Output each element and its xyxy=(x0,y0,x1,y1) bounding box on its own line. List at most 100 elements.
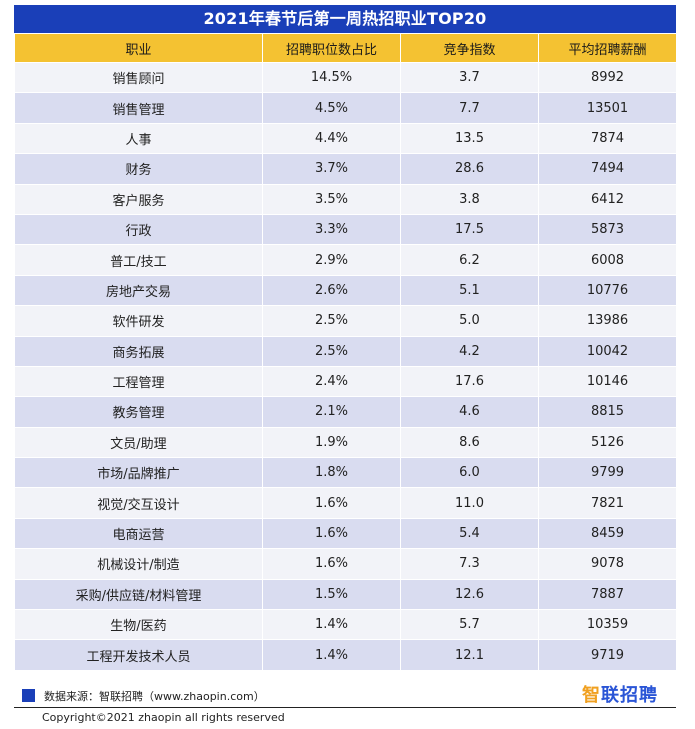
cell-share: 2.6% xyxy=(262,274,401,307)
cell-share: 14.5% xyxy=(262,61,401,94)
cell-competition: 5.1 xyxy=(400,274,539,307)
cell-salary: 5873 xyxy=(538,213,677,246)
header-competition: 竞争指数 xyxy=(400,33,539,63)
cell-salary: 6412 xyxy=(538,183,677,215)
cell-occupation: 文员/助理 xyxy=(14,426,263,459)
table-row: 文员/助理 1.9% 8.6 5126 xyxy=(14,426,677,459)
cell-share: 1.5% xyxy=(262,578,401,611)
cell-occupation: 电商运营 xyxy=(14,517,263,550)
cell-salary: 7887 xyxy=(538,578,677,611)
table-row: 教务管理 2.1% 4.6 8815 xyxy=(14,396,677,428)
cell-share: 1.6% xyxy=(262,487,401,519)
cell-occupation: 软件研发 xyxy=(14,305,263,337)
header-salary: 平均招聘薪酬 xyxy=(538,33,677,63)
cell-competition: 3.8 xyxy=(400,183,539,215)
cell-salary: 8992 xyxy=(538,61,677,94)
cell-salary: 10359 xyxy=(538,609,677,641)
header-share: 招聘职位数占比 xyxy=(262,33,401,63)
cell-occupation: 机械设计/制造 xyxy=(14,548,263,580)
cell-share: 2.5% xyxy=(262,335,401,367)
cell-share: 2.4% xyxy=(262,365,401,398)
cell-share: 2.5% xyxy=(262,305,401,337)
cell-competition: 4.6 xyxy=(400,396,539,428)
header-occupation: 职业 xyxy=(14,33,263,63)
cell-competition: 12.1 xyxy=(400,639,539,671)
table-row: 工程开发技术人员 1.4% 12.1 9719 xyxy=(14,639,677,671)
table-row: 行政 3.3% 17.5 5873 xyxy=(14,213,677,246)
footer-divider xyxy=(14,707,676,708)
logo-text: 联招聘 xyxy=(601,685,658,706)
cell-occupation: 客户服务 xyxy=(14,183,263,215)
cell-competition: 4.2 xyxy=(400,335,539,367)
logo-accent: 智 xyxy=(582,685,601,706)
table-title: 2021年春节后第一周热招职业TOP20 xyxy=(14,5,676,33)
cell-share: 4.5% xyxy=(262,92,401,124)
cell-share: 1.4% xyxy=(262,609,401,641)
cell-competition: 28.6 xyxy=(400,153,539,185)
copyright: Copyright©2021 zhaopin all rights reserv… xyxy=(42,711,285,724)
table-row: 商务拓展 2.5% 4.2 10042 xyxy=(14,335,677,367)
cell-share: 1.6% xyxy=(262,517,401,550)
cell-occupation: 普工/技工 xyxy=(14,244,263,276)
cell-competition: 5.4 xyxy=(400,517,539,550)
table-row: 财务 3.7% 28.6 7494 xyxy=(14,153,677,185)
cell-occupation: 销售管理 xyxy=(14,92,263,124)
cell-share: 3.7% xyxy=(262,153,401,185)
table-row: 普工/技工 2.9% 6.2 6008 xyxy=(14,244,677,276)
cell-salary: 7494 xyxy=(538,153,677,185)
zhaopin-logo: 智联招聘 xyxy=(582,681,658,707)
cell-competition: 17.6 xyxy=(400,365,539,398)
cell-salary: 8815 xyxy=(538,396,677,428)
cell-salary: 6008 xyxy=(538,244,677,276)
cell-occupation: 财务 xyxy=(14,153,263,185)
cell-competition: 5.7 xyxy=(400,609,539,641)
cell-competition: 5.0 xyxy=(400,305,539,337)
cell-occupation: 工程管理 xyxy=(14,365,263,398)
cell-occupation: 市场/品牌推广 xyxy=(14,457,263,489)
table-row: 工程管理 2.4% 17.6 10146 xyxy=(14,365,677,398)
cell-share: 1.4% xyxy=(262,639,401,671)
ranking-table: 职业 招聘职位数占比 竞争指数 平均招聘薪酬 销售顾问 14.5% 3.7 8992 销… xyxy=(14,33,677,671)
ranking-table-panel: 2021年春节后第一周热招职业TOP20 职业 招聘职位数占比 竞争指数 平均招… xyxy=(14,5,677,671)
table-row: 房地产交易 2.6% 5.1 10776 xyxy=(14,274,677,307)
cell-occupation: 视觉/交互设计 xyxy=(14,487,263,519)
cell-salary: 9799 xyxy=(538,457,677,489)
cell-competition: 12.6 xyxy=(400,578,539,611)
table-row: 市场/品牌推广 1.8% 6.0 9799 xyxy=(14,457,677,489)
cell-occupation: 采购/供应链/材料管理 xyxy=(14,578,263,611)
table-row: 销售顾问 14.5% 3.7 8992 xyxy=(14,61,677,94)
table-row: 软件研发 2.5% 5.0 13986 xyxy=(14,305,677,337)
cell-salary: 13986 xyxy=(538,305,677,337)
table-row: 机械设计/制造 1.6% 7.3 9078 xyxy=(14,548,677,580)
table-row: 电商运营 1.6% 5.4 8459 xyxy=(14,517,677,550)
cell-occupation: 人事 xyxy=(14,122,263,155)
cell-competition: 6.0 xyxy=(400,457,539,489)
cell-occupation: 生物/医药 xyxy=(14,609,263,641)
cell-occupation: 房地产交易 xyxy=(14,274,263,307)
cell-competition: 7.3 xyxy=(400,548,539,580)
legend-square-icon xyxy=(22,689,35,702)
cell-share: 1.8% xyxy=(262,457,401,489)
cell-salary: 5126 xyxy=(538,426,677,459)
cell-competition: 7.7 xyxy=(400,92,539,124)
cell-salary: 9078 xyxy=(538,548,677,580)
cell-share: 3.5% xyxy=(262,183,401,215)
footer: 数据来源：智联招聘（www.zhaopin.com） 智联招聘 xyxy=(14,678,676,706)
table-row: 客户服务 3.5% 3.8 6412 xyxy=(14,183,677,215)
cell-salary: 10776 xyxy=(538,274,677,307)
cell-competition: 17.5 xyxy=(400,213,539,246)
cell-salary: 8459 xyxy=(538,517,677,550)
cell-share: 1.9% xyxy=(262,426,401,459)
table-header-row: 职业 招聘职位数占比 竞争指数 平均招聘薪酬 xyxy=(14,33,677,63)
table-row: 生物/医药 1.4% 5.7 10359 xyxy=(14,609,677,641)
cell-share: 2.1% xyxy=(262,396,401,428)
cell-salary: 10146 xyxy=(538,365,677,398)
table-row: 视觉/交互设计 1.6% 11.0 7821 xyxy=(14,487,677,519)
cell-competition: 11.0 xyxy=(400,487,539,519)
cell-salary: 10042 xyxy=(538,335,677,367)
cell-occupation: 商务拓展 xyxy=(14,335,263,367)
cell-competition: 13.5 xyxy=(400,122,539,155)
cell-competition: 3.7 xyxy=(400,61,539,94)
table-row: 人事 4.4% 13.5 7874 xyxy=(14,122,677,155)
cell-salary: 13501 xyxy=(538,92,677,124)
